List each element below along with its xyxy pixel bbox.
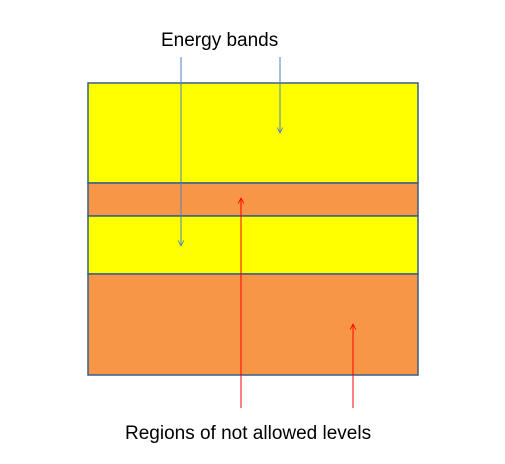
allowed-band-lower: [87, 215, 419, 275]
forbidden-region-upper: [87, 182, 419, 217]
forbidden-regions-label: Regions of not allowed levels: [125, 423, 372, 444]
energy-bands-label: Energy bands: [161, 30, 279, 51]
allowed-band-upper: [87, 82, 419, 184]
forbidden-region-lower: [87, 273, 419, 376]
